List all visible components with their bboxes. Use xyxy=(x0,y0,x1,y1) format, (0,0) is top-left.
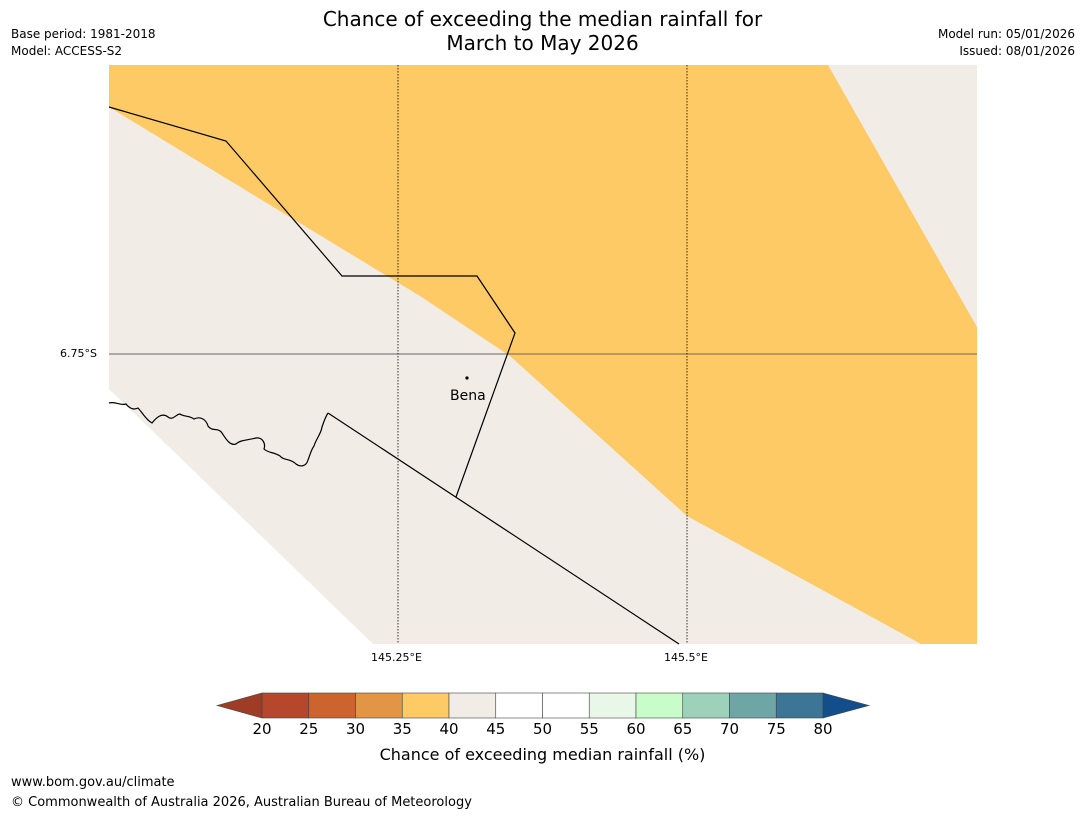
colorbar-segment xyxy=(635,692,684,719)
base-period: Base period: 1981-2018 xyxy=(11,27,156,41)
longitude-label-1: 145.25°E xyxy=(371,651,422,664)
colorbar-segment xyxy=(355,692,403,719)
colorbar-segment xyxy=(261,692,310,719)
river-line xyxy=(108,401,329,467)
town-marker xyxy=(465,376,469,380)
colorbar-segment xyxy=(448,692,497,719)
issued-date: Issued: 08/01/2026 xyxy=(959,44,1075,58)
colorbar-tick-label: 55 xyxy=(579,720,599,738)
colorbar-segment xyxy=(682,692,730,719)
colorbar-tick-label: 75 xyxy=(766,720,786,738)
colorbar-tick-label: 25 xyxy=(299,720,319,738)
colorbar-tick-label: 40 xyxy=(439,720,459,738)
colorbar-tick-label: 60 xyxy=(626,720,646,738)
province-boundary xyxy=(108,106,516,498)
town-label: Bena xyxy=(450,388,486,404)
footer-url: www.bom.gov.au/climate xyxy=(11,775,175,790)
colorbar-tick-label: 80 xyxy=(813,720,833,738)
colorbar-tick-label: 45 xyxy=(486,720,506,738)
colorbar-segment xyxy=(542,692,590,719)
colorbar-label: Chance of exceeding median rainfall (%) xyxy=(379,745,706,764)
colorbar-segment xyxy=(495,692,543,719)
model-name: Model: ACCESS-S2 xyxy=(11,44,123,58)
no-data-region xyxy=(109,389,373,644)
colorbar-segment xyxy=(401,692,450,719)
colorbar-tick-label: 50 xyxy=(532,720,553,738)
title-line-1: Chance of exceeding the median rainfall … xyxy=(322,7,763,31)
colorbar-segment xyxy=(775,692,824,719)
latitude-label: 6.75°S xyxy=(60,347,97,360)
colorbar-segment xyxy=(308,692,356,719)
title-line-2: March to May 2026 xyxy=(446,31,639,55)
colorbar-arrow-low xyxy=(215,692,263,719)
colorbar-tick-label: 65 xyxy=(673,720,693,738)
rainfall-region-35-40 xyxy=(109,65,977,644)
meta-right: Model run: 05/01/2026 Issued: 08/01/2026 xyxy=(938,26,1075,60)
colorbar-segment xyxy=(588,692,637,719)
colorbar-tick-label: 70 xyxy=(719,720,740,738)
colorbar-tick-label: 20 xyxy=(252,720,272,738)
chart-title: Chance of exceeding the median rainfall … xyxy=(0,7,1085,55)
colorbar-arrow-high xyxy=(822,692,871,719)
model-run: Model run: 05/01/2026 xyxy=(937,27,1075,41)
colorbar-tick-label: 35 xyxy=(392,720,412,738)
longitude-label-2: 145.5°E xyxy=(664,651,708,664)
province-boundary xyxy=(327,412,680,645)
footer-copyright: © Commonwealth of Australia 2026, Austra… xyxy=(11,795,472,810)
colorbar xyxy=(215,692,871,719)
colorbar-tick-label: 30 xyxy=(345,720,366,738)
meta-left: Base period: 1981-2018 Model: ACCESS-S2 xyxy=(11,26,156,60)
colorbar-segment xyxy=(729,692,777,719)
